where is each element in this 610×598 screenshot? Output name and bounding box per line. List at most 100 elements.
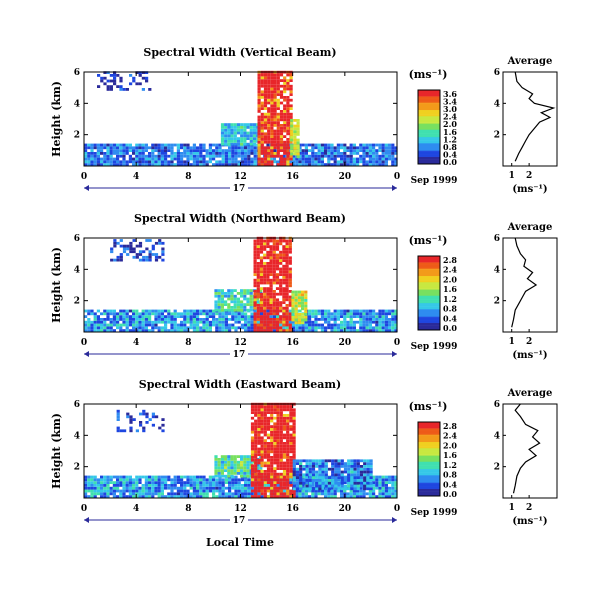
heatmap-cell bbox=[135, 157, 139, 161]
heatmap-cell bbox=[192, 152, 196, 155]
heatmap-cell bbox=[164, 495, 168, 498]
heatmap-cell bbox=[330, 163, 334, 166]
heatmap-cell bbox=[343, 320, 347, 324]
heatmap-cell bbox=[318, 479, 322, 482]
heatmap-cell bbox=[324, 320, 328, 324]
heatmap-cell bbox=[273, 76, 277, 80]
heatmap-cell bbox=[240, 146, 244, 150]
heatmap-cell bbox=[359, 329, 363, 332]
colorbar-segment bbox=[418, 429, 440, 431]
colorbar-segment bbox=[418, 425, 440, 428]
heatmap-cell bbox=[93, 163, 97, 166]
heatmap-cell bbox=[286, 442, 290, 445]
heatmap-cell bbox=[269, 312, 273, 316]
heatmap-cell bbox=[365, 326, 369, 330]
heatmap-cell bbox=[230, 466, 234, 470]
heatmap-cell bbox=[368, 318, 372, 321]
heatmap-cell bbox=[158, 255, 162, 259]
colorbar-segment bbox=[418, 273, 440, 275]
heatmap-cell bbox=[234, 320, 238, 324]
heatmap-cell bbox=[173, 320, 177, 324]
x-tick-label: 0 bbox=[81, 338, 87, 348]
colorbar-segment bbox=[418, 311, 440, 314]
heatmap-cell bbox=[340, 489, 344, 493]
heatmap-cell bbox=[119, 85, 123, 88]
heatmap-cell bbox=[324, 146, 328, 150]
heatmap-cell bbox=[311, 459, 316, 463]
heatmap-cell bbox=[196, 481, 200, 484]
heatmap-cell bbox=[324, 326, 328, 330]
heatmap-cell bbox=[157, 484, 161, 487]
heatmap-cell bbox=[279, 115, 284, 119]
heatmap-cell bbox=[269, 281, 273, 285]
heatmap-cell bbox=[270, 481, 274, 484]
heatmap-cell bbox=[273, 96, 277, 99]
heatmap-cell bbox=[279, 419, 283, 423]
heatmap-cell bbox=[291, 304, 295, 308]
heatmap-cell bbox=[272, 315, 276, 318]
heatmap-cell bbox=[340, 470, 344, 474]
heatmap-cell bbox=[151, 157, 155, 161]
heatmap-cell bbox=[218, 160, 222, 164]
heatmap-cell bbox=[240, 486, 244, 490]
heatmap-cell bbox=[331, 484, 335, 488]
heatmap-cell bbox=[259, 320, 264, 324]
heatmap-cell bbox=[259, 298, 264, 302]
heatmap-cell bbox=[214, 306, 218, 309]
heatmap-cell bbox=[132, 149, 136, 152]
heatmap-cell bbox=[273, 73, 277, 77]
heatmap-cell bbox=[116, 484, 120, 487]
heatmap-cell bbox=[230, 306, 234, 309]
heatmap-cell bbox=[333, 326, 337, 330]
heatmap-cell bbox=[381, 495, 385, 498]
heatmap-cell bbox=[151, 492, 155, 496]
heatmap-cell bbox=[285, 287, 289, 290]
heatmap-cell bbox=[260, 484, 264, 487]
heatmap-cell bbox=[218, 481, 222, 484]
heatmap-cell bbox=[160, 320, 164, 324]
heatmap-cell bbox=[286, 408, 290, 412]
heatmap-cell bbox=[126, 415, 130, 419]
heatmap-cell bbox=[228, 326, 232, 330]
average-x-label: (ms⁻¹) bbox=[512, 350, 547, 361]
colorbar-segment bbox=[418, 302, 440, 305]
heatmap-cell bbox=[212, 475, 216, 479]
heatmap-cell bbox=[356, 487, 360, 491]
heatmap-cell bbox=[186, 146, 190, 150]
heatmap-cell bbox=[221, 495, 225, 498]
heatmap-cell bbox=[315, 459, 319, 463]
heatmap-cell bbox=[294, 293, 298, 297]
heatmap-cell bbox=[112, 312, 116, 316]
heatmap-cell bbox=[128, 323, 132, 327]
heatmap-cell bbox=[276, 135, 280, 138]
heatmap-cell bbox=[234, 486, 238, 490]
heatmap-cell bbox=[100, 323, 104, 327]
heatmap-cell bbox=[311, 326, 315, 330]
heatmap-cell bbox=[286, 416, 290, 420]
heatmap-cell bbox=[215, 481, 219, 484]
heatmap-cell bbox=[362, 323, 366, 327]
heatmap-cell bbox=[158, 241, 162, 245]
heatmap-cell bbox=[138, 320, 142, 324]
heatmap-cell bbox=[260, 115, 264, 119]
heatmap-cell bbox=[275, 298, 280, 302]
average-y-tick-label: 6 bbox=[494, 234, 500, 244]
colorbar-tick-label: 3.4 bbox=[443, 97, 457, 107]
heatmap-cell bbox=[218, 478, 222, 482]
heatmap-cell bbox=[276, 101, 280, 105]
heatmap-cell bbox=[285, 304, 289, 307]
heatmap-cell bbox=[243, 306, 247, 309]
heatmap-cell bbox=[263, 132, 268, 136]
heatmap-cell bbox=[228, 160, 232, 164]
heatmap-cell bbox=[151, 320, 155, 324]
heatmap-cell bbox=[375, 157, 379, 161]
heatmap-cell bbox=[208, 149, 212, 152]
heatmap-cell bbox=[286, 112, 290, 116]
average-y-tick-label: 2 bbox=[494, 463, 500, 473]
heatmap-cell bbox=[93, 486, 97, 490]
heatmap-cell bbox=[320, 315, 324, 318]
heatmap-cell bbox=[196, 146, 200, 150]
heatmap-cell bbox=[263, 87, 268, 91]
heatmap-cell bbox=[282, 464, 287, 468]
heatmap-cell bbox=[157, 309, 161, 313]
